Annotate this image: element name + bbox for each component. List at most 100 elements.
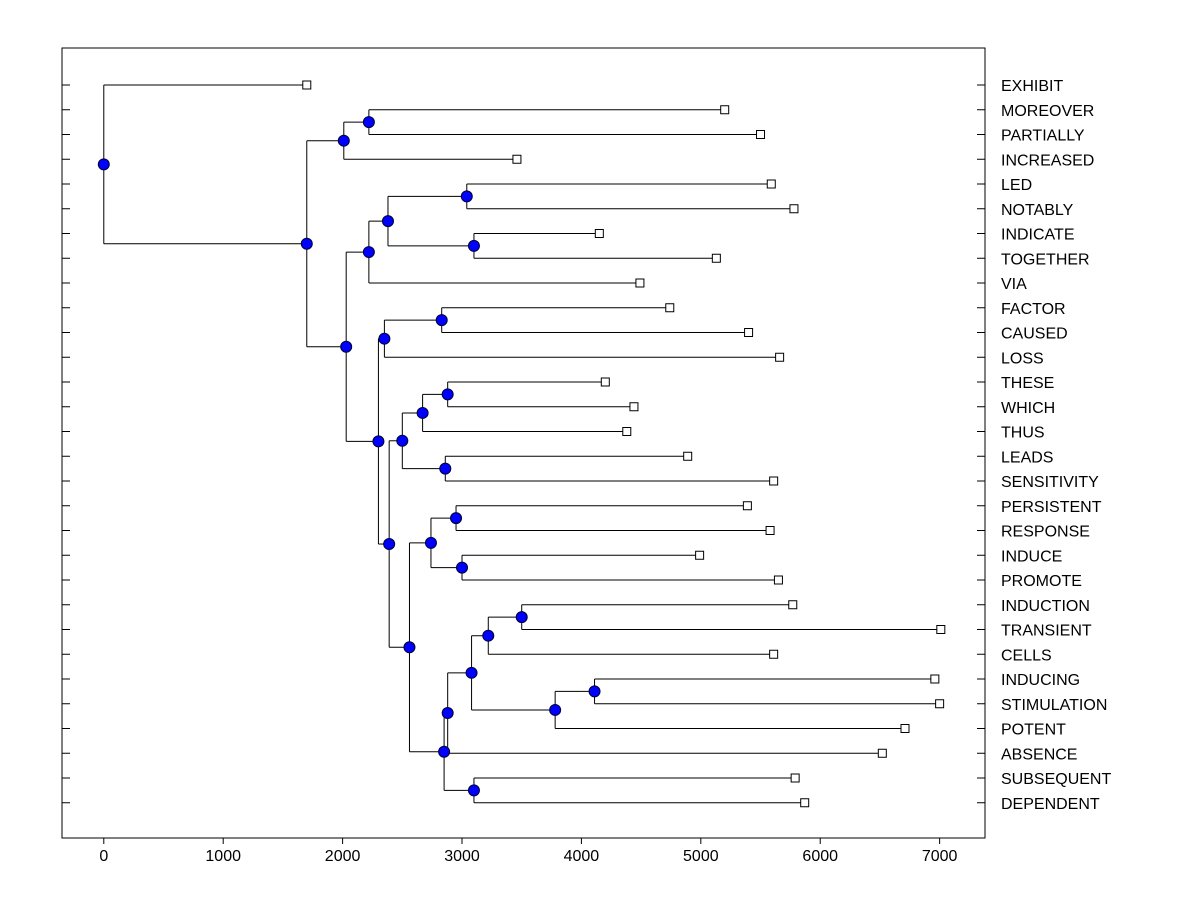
leaf-marker-promote xyxy=(773,575,783,585)
x-tick-label: 0 xyxy=(99,848,108,865)
leaf-label-indicate: INDICATE xyxy=(1001,227,1074,244)
merge-node-n_induction_absence xyxy=(441,707,454,720)
leaf-label-induction: INDUCTION xyxy=(1001,598,1090,615)
x-tick-label: 5000 xyxy=(683,848,719,865)
x-tick-label: 6000 xyxy=(802,848,838,865)
merge-node-n_induce_promote xyxy=(456,561,469,574)
x-tick-label: 7000 xyxy=(922,848,958,865)
x-tick-label: 2000 xyxy=(325,848,361,865)
leaf-marker-persistent xyxy=(742,501,752,511)
merge-node-n_led_dependent xyxy=(340,340,353,353)
x-tick-label: 1000 xyxy=(205,848,241,865)
merge-node-n_inducing_stimulation xyxy=(588,685,601,698)
leaf-marker-cells xyxy=(769,649,779,659)
leaf-marker-which xyxy=(629,402,639,412)
merge-node-n_indicate_together xyxy=(467,239,480,252)
leaf-marker-factor xyxy=(665,303,675,313)
x-axis: 0 1000 2000 3000 4000 5000 6000 7000 xyxy=(99,838,958,865)
leaf-marker-via xyxy=(635,278,645,288)
leaf-label-led: LED xyxy=(1001,177,1032,194)
leaf-label-subsequent: SUBSEQUENT xyxy=(1001,771,1111,788)
merge-node-n_these_thus xyxy=(416,406,429,419)
leaf-marker-notably xyxy=(789,204,799,214)
leaf-label-notably: NOTABLY xyxy=(1001,202,1074,219)
leaf-marker-caused xyxy=(744,328,754,337)
merge-node-n_inducing_potent xyxy=(549,703,562,716)
leaf-label-induce: INDUCE xyxy=(1001,548,1062,565)
leaf-label-exhibit: EXHIBIT xyxy=(1001,78,1063,95)
leaf-label-factor: FACTOR xyxy=(1001,301,1066,318)
leaf-label-thus: THUS xyxy=(1001,425,1045,442)
leaf-marker-induce xyxy=(695,550,705,560)
leaf-marker-leads xyxy=(683,451,693,461)
merge-node-n_moreover_dependent xyxy=(300,237,313,250)
merge-node-n_induction_transient xyxy=(515,611,528,624)
merge-node-n_factor_loss xyxy=(378,332,391,345)
leaf-label-cells: CELLS xyxy=(1001,647,1052,664)
merge-node-n_induction_potent xyxy=(465,666,478,679)
leaf-marker-increased xyxy=(512,154,522,164)
leaf-label-which: WHICH xyxy=(1001,400,1055,417)
merge-node-n_these_dependent xyxy=(383,538,396,551)
leaf-label-together: TOGETHER xyxy=(1001,251,1090,268)
leaf-label-response: RESPONSE xyxy=(1001,524,1090,541)
leaf-marker-led xyxy=(766,179,776,189)
merge-node-n_led_together xyxy=(381,215,394,228)
merge-nodes xyxy=(97,116,601,797)
leaf-marker-loss xyxy=(775,352,785,362)
merge-node-root xyxy=(97,158,110,171)
x-tick-label: 4000 xyxy=(564,848,600,865)
leaf-label-partially: PARTIALLY xyxy=(1001,128,1085,145)
x-tick-label: 3000 xyxy=(444,848,480,865)
leaf-marker-thus xyxy=(622,427,632,436)
leaf-label-absence: ABSENCE xyxy=(1001,746,1077,763)
leaf-label-inducing: INDUCING xyxy=(1001,672,1080,689)
leaf-label-sensitivity: SENSITIVITY xyxy=(1001,474,1099,491)
leaf-marker-together xyxy=(711,253,721,263)
leaf-label-caused: CAUSED xyxy=(1001,326,1068,343)
leaf-label-loss: LOSS xyxy=(1001,350,1044,367)
leaf-label-stimulation: STIMULATION xyxy=(1001,697,1107,714)
leaf-marker-dependent xyxy=(800,798,810,808)
y-axis-ticks xyxy=(62,84,985,804)
merge-node-n_factor_caused xyxy=(435,314,448,327)
leaf-labels: EXHIBIT MOREOVER PARTIALLY INCREASED LED NOTA… xyxy=(1001,78,1111,813)
leaf-label-leads: LEADS xyxy=(1001,449,1053,466)
leaf-marker-these xyxy=(600,377,610,387)
merge-node-n_moreover_increased xyxy=(337,134,350,147)
leaf-marker-response xyxy=(765,526,775,535)
leaf-label-dependent: DEPENDENT xyxy=(1001,796,1100,813)
leaf-label-promote: PROMOTE xyxy=(1001,573,1082,590)
merge-node-n_factor_dependent xyxy=(372,435,385,448)
leaf-marker-potent xyxy=(900,724,910,733)
leaf-marker-absence xyxy=(877,748,887,758)
merge-node-n_induction_cells xyxy=(482,629,495,642)
leaf-marker-indicate xyxy=(594,229,604,238)
plot-frame xyxy=(61,47,986,839)
merge-node-n_these_sensitivity xyxy=(396,434,409,447)
merge-node-n_these_which xyxy=(441,388,454,401)
leaf-marker-induction xyxy=(788,600,798,610)
leaf-label-these: THESE xyxy=(1001,375,1054,392)
leaf-marker-subsequent xyxy=(790,773,800,783)
leaf-label-increased: INCREASED xyxy=(1001,152,1094,169)
merge-node-n_subsequent_dependent xyxy=(467,784,480,797)
leaf-markers xyxy=(302,80,946,808)
leaf-marker-stimulation xyxy=(935,699,945,709)
merge-node-n_persistent_response xyxy=(450,512,463,525)
leaf-label-moreover: MOREOVER xyxy=(1001,103,1094,120)
leaf-label-via: VIA xyxy=(1001,276,1027,293)
merge-node-n_moreover_partially xyxy=(362,116,375,129)
merge-node-n_leads_sensitivity xyxy=(439,462,452,475)
merge-node-n_persistent_dependent xyxy=(403,641,416,654)
merge-node-n_led_via xyxy=(362,246,375,259)
merge-node-n_led_notably xyxy=(460,190,473,203)
leaf-marker-transient xyxy=(936,625,946,634)
leaf-marker-partially xyxy=(756,130,766,139)
leaf-marker-moreover xyxy=(720,105,730,115)
leaf-label-transient: TRANSIENT xyxy=(1001,623,1092,640)
merge-node-n_induction_dependent xyxy=(438,745,451,758)
leaf-marker-exhibit xyxy=(302,80,312,90)
leaf-marker-sensitivity xyxy=(769,476,779,486)
